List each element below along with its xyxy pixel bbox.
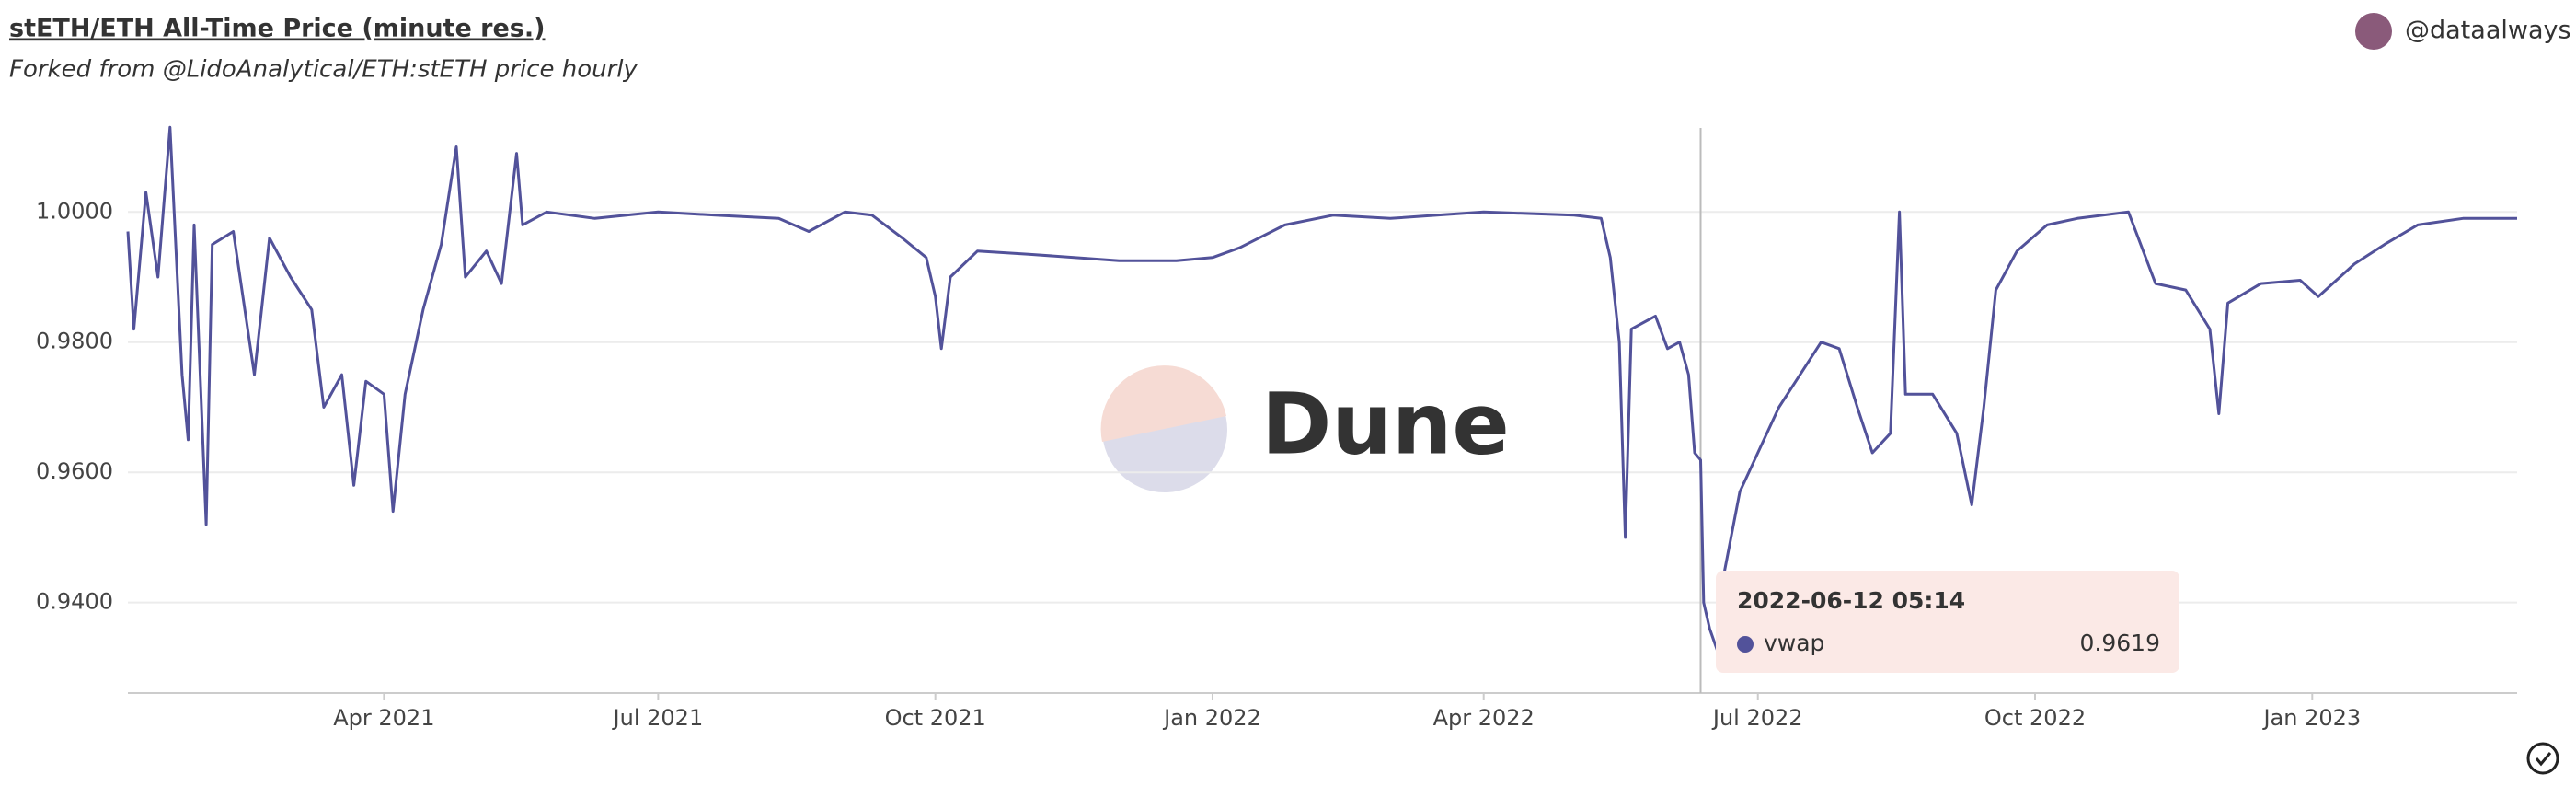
tooltip-box bbox=[1716, 571, 2179, 673]
author[interactable]: @dataalways bbox=[2405, 17, 2571, 45]
author-avatar[interactable] bbox=[2355, 13, 2392, 50]
x-tick-label: Jan 2023 bbox=[2261, 705, 2361, 731]
watermark-logo bbox=[1100, 365, 1226, 442]
chart-title[interactable]: stETH/ETH All-Time Price (minute res.) bbox=[9, 15, 545, 43]
x-tick-label: Oct 2022 bbox=[1984, 705, 2086, 731]
watermark-text: Dune bbox=[1261, 375, 1510, 473]
x-tick-label: Jul 2022 bbox=[1711, 705, 1803, 731]
line-series bbox=[126, 125, 2517, 656]
tooltip-title: 2022-06-12 05:14 bbox=[1737, 587, 1965, 614]
tooltip-value: 0.9619 bbox=[2080, 630, 2160, 656]
y-tick-label: 1.0000 bbox=[36, 198, 113, 224]
x-tick-label: Jan 2022 bbox=[1162, 705, 1261, 731]
x-tick-label: Oct 2021 bbox=[885, 705, 986, 731]
y-tick-label: 0.9600 bbox=[36, 458, 113, 484]
chart-subtitle: Forked from @LidoAnalytical/ETH:stETH pr… bbox=[9, 56, 638, 84]
tooltip-dot bbox=[1737, 636, 1754, 653]
x-tick-label: Apr 2022 bbox=[1433, 705, 1535, 731]
x-tick-label: Apr 2021 bbox=[333, 705, 434, 731]
x-tick-label: Jul 2021 bbox=[612, 705, 704, 731]
y-tick-label: 0.9400 bbox=[36, 589, 113, 615]
watermark: Dune bbox=[1100, 365, 1510, 492]
check-icon[interactable] bbox=[2526, 742, 2559, 775]
tooltip-series: vwap bbox=[1764, 630, 1824, 656]
y-tick-label: 0.9800 bbox=[36, 329, 113, 354]
